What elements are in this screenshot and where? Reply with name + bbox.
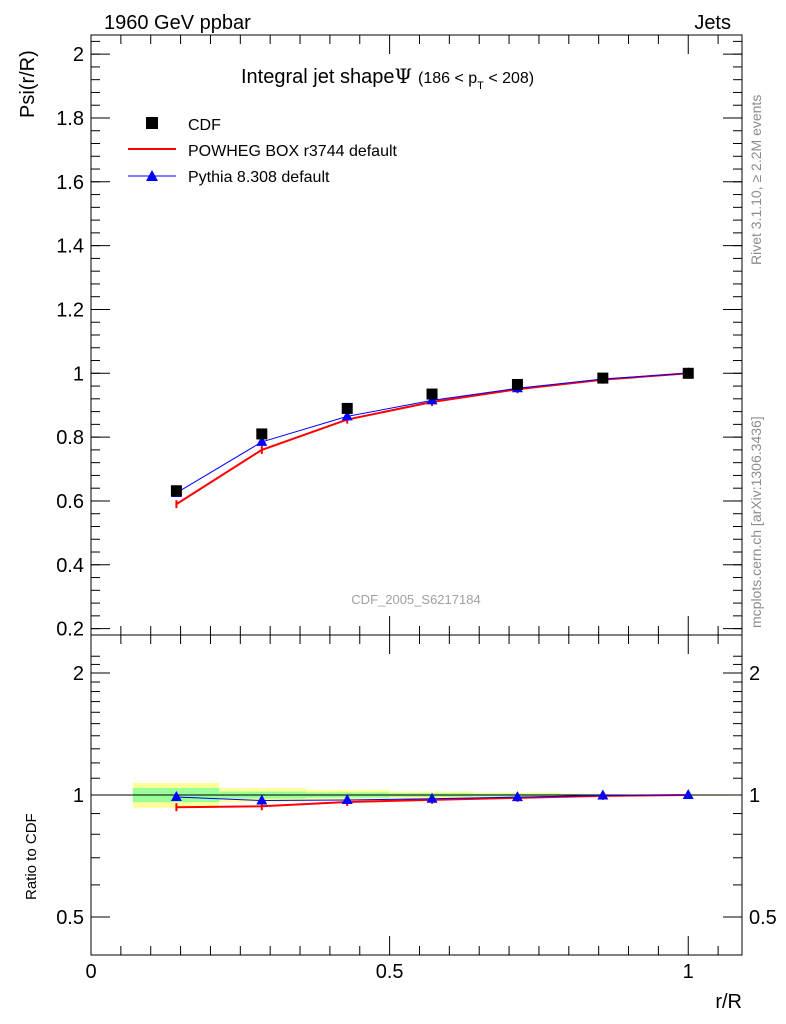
analysis-watermark: CDF_2005_S6217184 (351, 592, 480, 607)
ratio-y-tick-label-right: 0.5 (749, 907, 777, 929)
main-y-tick-label: 1.4 (56, 236, 84, 258)
legend-pythia-label: Pythia 8.308 default (188, 169, 330, 186)
rivet-version-label: Rivet 3.1.10, ≥ 2.2M events (748, 95, 764, 265)
header-energy-label: 1960 GeV ppbar (104, 12, 251, 34)
x-tick-label: 0.5 (376, 961, 404, 983)
ratio-pythia-point (256, 794, 268, 805)
main-y-tick-label: 1.2 (56, 299, 84, 321)
main-y-tick-label: 1.6 (56, 172, 84, 194)
ratio-axis-ticks: 0.5 0.5 1 1 2 2 0 0.5 1 (56, 635, 777, 983)
ratio-series-layer (170, 789, 694, 812)
pythia-point (256, 435, 268, 446)
title-main: Integral jet shape (241, 66, 394, 88)
main-y-axis-label: Psi(r/R) (17, 50, 39, 118)
ratio-y-tick-label-left: 2 (73, 663, 84, 685)
legend-cdf-label: CDF (188, 117, 221, 134)
cdf-point (597, 372, 609, 384)
main-y-tick-label: 0.2 (56, 619, 84, 641)
ratio-y-tick-label-right: 1 (749, 785, 760, 807)
ratio-pythia-point (511, 791, 523, 802)
cdf-point (426, 388, 438, 400)
ratio-y-tick-label-left: 0.5 (56, 907, 84, 929)
main-y-tick-label: 1 (73, 363, 84, 385)
x-tick-label: 0 (85, 961, 96, 983)
x-tick-label: 1 (683, 961, 694, 983)
legend-cdf-marker (146, 117, 158, 129)
title-range-prefix: (186 < p (418, 70, 477, 87)
main-y-tick-label: 0.8 (56, 427, 84, 449)
cdf-point (256, 428, 268, 440)
cdf-point (682, 367, 694, 379)
svg-text:Integral jet shapeΨ(186 < pT <: Integral jet shapeΨ (186 < pT < 208) (241, 64, 534, 92)
ratio-y-tick-label-right: 2 (749, 663, 760, 685)
main-y-tick-label: 0.6 (56, 491, 84, 513)
ratio-pythia-point (682, 789, 694, 799)
cdf-point (170, 485, 182, 497)
ratio-pythia-point (426, 792, 438, 803)
main-y-tick-label: 0.4 (56, 555, 84, 577)
main-series-layer (170, 367, 694, 509)
main-y-tick-label: 1.8 (56, 108, 84, 130)
ratio-pythia-point (341, 793, 353, 804)
chart-title: Integral jet shapeΨ (186 < pT < 208) (241, 64, 534, 92)
title-range-suffix: < 208) (484, 70, 534, 87)
legend-powheg-label: POWHEG BOX r3744 default (188, 143, 398, 160)
ratio-pythia-point (597, 789, 609, 800)
legend: CDF POWHEG BOX r3744 default Pythia 8.30… (128, 117, 398, 186)
cdf-point (511, 378, 523, 390)
ratio-y-tick-label-left: 1 (73, 785, 84, 807)
pythia-point (341, 410, 353, 421)
legend-pythia-marker (146, 170, 158, 181)
cdf-point (341, 402, 353, 414)
header-category-label: Jets (694, 12, 731, 34)
title-range-sub: T (477, 80, 484, 92)
ratio-y-axis-label: Ratio to CDF (23, 813, 40, 900)
x-axis-label: r/R (715, 991, 742, 1013)
main-y-tick-label: 2 (73, 44, 84, 66)
main-axis-ticks: 0.2 0.4 0.6 0.8 1 1.2 1.4 1.6 1.8 2 (56, 35, 742, 641)
title-psi-symbol: Ψ (394, 64, 412, 88)
mcplots-reference-label: mcplots.cern.ch [arXiv:1306.3436] (748, 416, 764, 628)
ratio-pythia-point (170, 790, 182, 801)
